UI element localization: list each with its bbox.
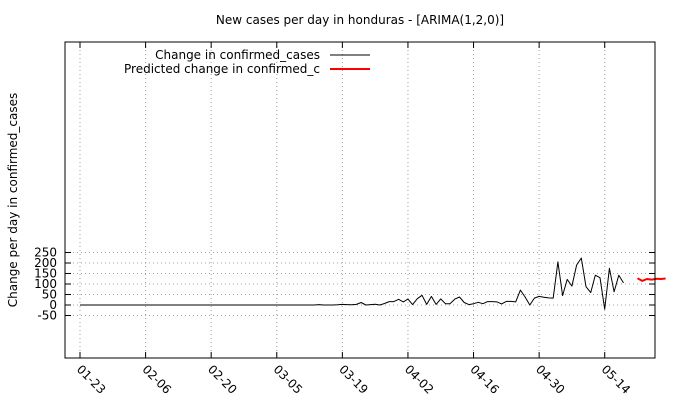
series-line-predicted: [637, 277, 666, 282]
y-tick-label: 0: [49, 298, 57, 312]
legend-label-actual: Change in confirmed_cases: [155, 48, 320, 62]
x-tick-label: 03-19: [336, 362, 371, 397]
series-line-actual: [80, 257, 624, 310]
x-tick-label: 04-02: [402, 362, 437, 397]
legend-label-predicted: Predicted change in confirmed_c: [124, 62, 320, 76]
y-tick-label: 250: [34, 246, 57, 260]
gridlines: [65, 42, 655, 358]
chart-title: New cases per day in honduras - [ARIMA(1…: [216, 13, 504, 27]
x-tick-label: 05-14: [599, 362, 634, 397]
plot-frame: [64, 41, 656, 359]
x-tick-label: 04-16: [467, 362, 502, 397]
x-tick-label: 02-20: [205, 362, 240, 397]
y-axis-label: Change per day in confirmed_cases: [6, 93, 20, 308]
x-tick-label: 02-06: [139, 362, 174, 397]
x-tick-label: 01-23: [74, 362, 109, 397]
y-tick-label: 150: [34, 267, 57, 281]
x-tick-label: 04-30: [533, 362, 568, 397]
y-tick-label: 50: [42, 288, 57, 302]
legend: Change in confirmed_cases Predicted chan…: [124, 48, 370, 76]
y-tick-label: 100: [34, 277, 57, 291]
series-lines: [80, 257, 666, 310]
y-tick-label: 200: [34, 256, 57, 270]
x-tick-label: 03-05: [271, 362, 306, 397]
y-tick-label: -50: [37, 309, 57, 323]
x-axis-ticks: 01-23 02-06 02-20 03-05 03-19 04-02 04-16 04-30…: [74, 42, 633, 397]
